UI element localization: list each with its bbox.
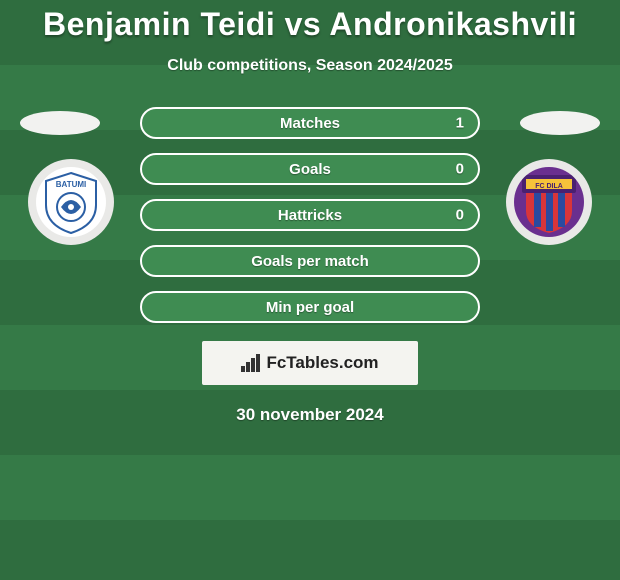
stat-label: Min per goal bbox=[266, 299, 354, 316]
stat-value-right: 0 bbox=[456, 207, 464, 224]
stat-label: Hattricks bbox=[278, 207, 342, 224]
club-badge-right: FC DILA bbox=[506, 159, 592, 245]
stat-label: Goals bbox=[289, 161, 331, 178]
player-marker-left bbox=[20, 111, 100, 135]
stat-value-right: 1 bbox=[456, 115, 464, 132]
stat-value-right: 0 bbox=[456, 161, 464, 178]
comparison-area: BATUMI FC DILA Matches bbox=[0, 107, 620, 323]
club-badge-left: BATUMI bbox=[28, 159, 114, 245]
date-label: 30 november 2024 bbox=[236, 405, 383, 425]
subtitle: Club competitions, Season 2024/2025 bbox=[167, 57, 452, 75]
page-title: Benjamin Teidi vs Andronikashvili bbox=[43, 6, 577, 43]
stat-bar: Goals per match bbox=[140, 245, 480, 277]
stat-bar: Goals 0 bbox=[140, 153, 480, 185]
batumi-crest-icon: BATUMI bbox=[36, 167, 106, 237]
fc-dila-label: FC DILA bbox=[535, 183, 563, 190]
stat-bar: Min per goal bbox=[140, 291, 480, 323]
stat-label: Goals per match bbox=[251, 253, 369, 270]
stat-bar: Hattricks 0 bbox=[140, 199, 480, 231]
batumi-label: BATUMI bbox=[56, 180, 87, 189]
fc-dila-crest-icon: FC DILA bbox=[514, 167, 584, 237]
stat-bars: Matches 1 Goals 0 Hattricks 0 Goals per match M… bbox=[140, 107, 480, 323]
stat-label: Matches bbox=[280, 115, 340, 132]
player-marker-right bbox=[520, 111, 600, 135]
stat-bar: Matches 1 bbox=[140, 107, 480, 139]
bar-chart-icon bbox=[241, 354, 260, 372]
watermark: FcTables.com bbox=[202, 341, 418, 385]
watermark-text: FcTables.com bbox=[266, 353, 378, 373]
